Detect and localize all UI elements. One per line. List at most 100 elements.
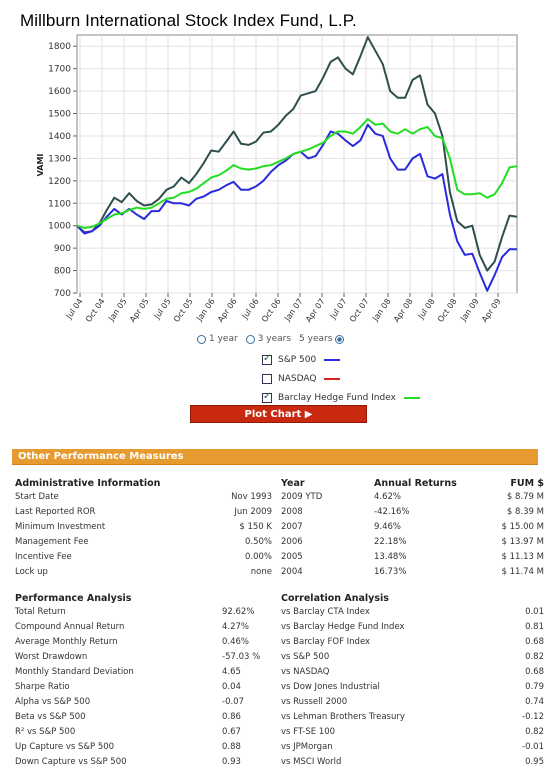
performance-value: 0.46% [222, 637, 250, 647]
admin-label: Lock up [15, 567, 48, 577]
correlation-header: Correlation Analysis [281, 593, 389, 604]
sp500-swatch [324, 358, 341, 361]
y-tick-label: 1100 [48, 199, 71, 209]
admin-value: Nov 1993 [231, 492, 272, 502]
performance-value: 92.62% [222, 607, 255, 617]
performance-label: Beta vs S&P 500 [15, 712, 86, 722]
range-5years[interactable]: 5 years [299, 334, 345, 344]
correlation-value: 0.95 [525, 757, 544, 767]
admin-label: Management Fee [15, 537, 89, 547]
x-tick-label: Jan 08 [370, 297, 392, 324]
admin-label: Minimum Investment [15, 522, 106, 532]
x-tick-label: Jul 06 [240, 297, 261, 321]
performance-value: -57.03 % [222, 652, 261, 662]
fum-value: $ 13.97 M [501, 537, 544, 547]
performance-value: 0.04 [222, 682, 241, 692]
year-header: Year [281, 478, 305, 489]
section-header: Other Performance Measures [12, 449, 538, 464]
range-1year[interactable]: 1 year [197, 334, 238, 344]
nasdaq-swatch [324, 377, 341, 380]
fum-value: $ 8.79 M [506, 492, 544, 502]
performance-value: -0.07 [222, 697, 244, 707]
y-tick-label: 700 [54, 289, 71, 299]
y-tick-label: 1700 [48, 65, 71, 75]
plot-area [76, 34, 518, 294]
range-3years[interactable]: 3 years [245, 334, 291, 344]
return-year: 2006 [281, 537, 303, 547]
chart-grid [76, 34, 518, 294]
admin-value: none [250, 567, 272, 577]
vami-chart: 700 800 900 1000 1100 1200 1300 1400 1500 1600 170… [36, 34, 518, 324]
performance-label: Average Monthly Return [15, 637, 118, 647]
fum-header: FUM $ [510, 478, 544, 489]
y-tick-label: 1000 [48, 222, 71, 232]
correlation-value: 0.68 [525, 637, 544, 647]
x-tick-label: Jul 05 [152, 297, 173, 321]
y-tick-label: 1800 [48, 42, 71, 52]
x-tick-label: Apr 07 [304, 297, 327, 324]
x-tick-label: Jan 07 [282, 297, 304, 324]
y-tick-label: 900 [54, 244, 71, 254]
series-legend: S&P 500 NASDAQ Barclay Hedge Fund Index [262, 350, 420, 407]
correlation-label: vs Barclay FOF Index [281, 637, 371, 647]
annual-return: 22.18% [374, 537, 407, 547]
y-tick-label: 1200 [48, 177, 71, 187]
annual-return: 16.73% [374, 567, 407, 577]
fum-value: $ 8.39 M [506, 507, 544, 517]
legend-sp500[interactable]: S&P 500 [262, 350, 420, 369]
y-tick-label: 1500 [48, 110, 71, 120]
return-year: 2005 [281, 552, 303, 562]
legend-nasdaq[interactable]: NASDAQ [262, 369, 420, 388]
x-tick-label: Apr 09 [480, 297, 503, 324]
barclay-checkbox[interactable] [262, 391, 272, 403]
performance-label: Monthly Standard Deviation [15, 667, 134, 677]
barclay-swatch [403, 396, 420, 399]
correlation-label: vs Dow Jones Industrial [281, 682, 380, 692]
correlation-value: 0.68 [525, 667, 544, 677]
performance-header: Performance Analysis [15, 593, 132, 604]
radio-1year[interactable] [197, 334, 206, 344]
performance-label: Sharpe Ratio [15, 682, 70, 692]
annual-return: -42.16% [374, 507, 410, 517]
admin-value: $ 150 K [239, 522, 272, 532]
annual-return: 4.62% [374, 492, 402, 502]
x-tick-label: Apr 05 [128, 297, 151, 324]
x-tick-label: Jul 07 [328, 297, 349, 321]
return-year: 2009 YTD [281, 492, 323, 502]
return-year: 2004 [281, 567, 303, 577]
performance-label: Down Capture vs S&P 500 [15, 757, 127, 767]
correlation-label: vs Barclay Hedge Fund Index [281, 622, 405, 632]
x-tick-label: Apr 06 [216, 297, 239, 324]
series-line-0 [76, 36, 518, 272]
x-tick-label: Oct 07 [348, 297, 371, 324]
nasdaq-checkbox[interactable] [262, 373, 272, 384]
sp500-checkbox[interactable] [262, 353, 272, 365]
radio-3years[interactable] [245, 334, 255, 344]
admin-label: Last Reported ROR [15, 507, 96, 517]
y-axis-label: VAMI [36, 154, 45, 177]
legend-barclay[interactable]: Barclay Hedge Fund Index [262, 388, 420, 407]
chart-series [76, 36, 518, 292]
performance-value: 4.27% [222, 622, 250, 632]
admin-header: Administrative Information [15, 478, 161, 489]
radio-5years[interactable] [335, 334, 345, 344]
performance-value: 0.93 [222, 757, 241, 767]
performance-value: 0.86 [222, 712, 241, 722]
performance-value: 0.88 [222, 742, 241, 752]
admin-value: 0.00% [244, 552, 272, 562]
correlation-value: 0.74 [525, 697, 544, 707]
plot-chart-button[interactable]: Plot Chart ▶ [190, 405, 367, 423]
correlation-label: vs Russell 2000 [281, 697, 348, 707]
correlation-label: vs FT-SE 100 [281, 727, 336, 737]
correlation-label: vs S&P 500 [281, 652, 330, 662]
y-tick-label: 1300 [48, 154, 71, 164]
admin-label: Start Date [15, 492, 59, 502]
page-title: Millburn International Stock Index Fund,… [20, 11, 357, 30]
fum-value: $ 11.74 M [501, 567, 544, 577]
correlation-label: vs Barclay CTA Index [281, 607, 370, 617]
correlation-label: vs Lehman Brothers Treasury [281, 712, 405, 722]
fum-value: $ 11.13 M [501, 552, 544, 562]
series-line-2 [76, 118, 518, 229]
correlation-label: vs NASDAQ [281, 667, 330, 677]
fum-value: $ 15.00 M [501, 522, 544, 532]
